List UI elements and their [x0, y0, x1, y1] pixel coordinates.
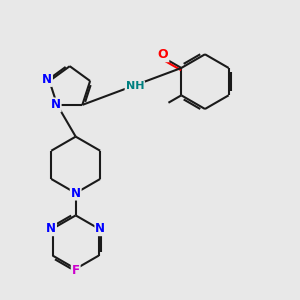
Text: N: N	[95, 222, 105, 235]
Text: O: O	[158, 48, 168, 61]
Text: F: F	[72, 264, 80, 277]
Text: N: N	[46, 222, 56, 235]
Text: NH: NH	[125, 81, 144, 92]
Text: N: N	[71, 187, 81, 200]
Text: N: N	[51, 98, 61, 111]
Text: N: N	[42, 73, 52, 86]
